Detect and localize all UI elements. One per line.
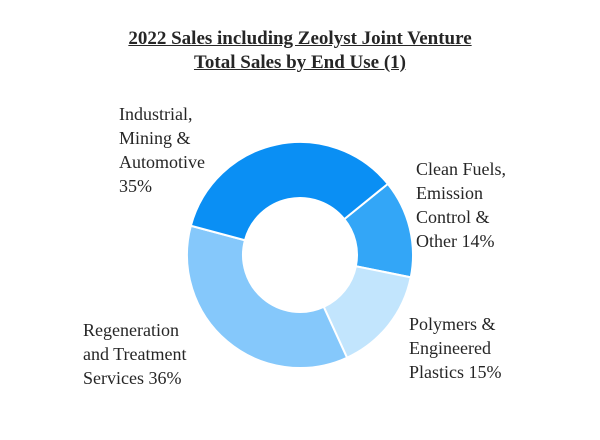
slice-label-line: and Treatment [83,344,187,364]
slice-label-clean-fuels: Clean Fuels, Emission Control & Other 14… [416,157,506,253]
slice-label-regeneration: Regeneration and Treatment Services 36% [83,318,187,390]
slice-label-line: Regeneration [83,320,179,340]
slice-label-line: Other 14% [416,231,495,251]
slice-label-industrial: Industrial, Mining & Automotive 35% [119,102,205,198]
slice-label-line: Mining & [119,128,191,148]
slice-label-line: Plastics 15% [409,362,502,382]
slice-label-line: 35% [119,176,152,196]
slice-label-line: Polymers & [409,314,496,334]
chart-title-line-1: 2022 Sales including Zeolyst Joint Ventu… [128,28,472,49]
chart-title-line-2: Total Sales by End Use (1) [193,52,407,73]
slice-label-line: Emission [416,183,484,203]
slice-label-line: Services 36% [83,368,182,388]
slice-label-line: Engineered [409,338,491,358]
slice-label-line: Control & [416,207,490,227]
slice-label-line: Automotive [119,152,205,172]
slice-label-line: Industrial, [119,104,193,124]
slice-label-line: Clean Fuels, [416,159,506,179]
slice-label-polymers: Polymers & Engineered Plastics 15% [409,312,502,384]
donut-slice-3 [189,141,390,242]
donut-slice-2 [186,224,349,369]
